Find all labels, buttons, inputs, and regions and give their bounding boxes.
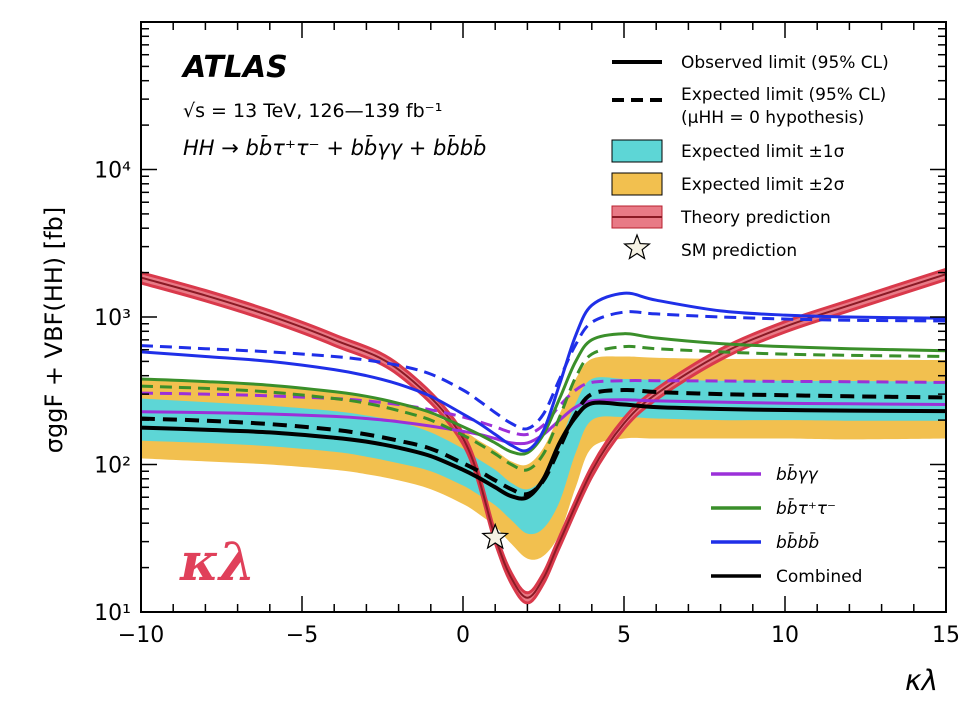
legend-bbbb-label: bb̄bb̄	[776, 531, 819, 553]
y-tick-label: 10¹	[94, 601, 131, 626]
legend-bbtautau-label: bb̄τ⁺τ⁻	[776, 497, 836, 519]
series-line-2	[141, 398, 946, 446]
legend-sm-star-icon	[622, 233, 652, 260]
series-line-6	[141, 291, 946, 453]
series-line-0	[141, 400, 946, 501]
x-tick-label: 0	[456, 623, 470, 648]
series-line-1	[141, 387, 946, 497]
legend-top: Observed limit (95% CL) Expected limit (…	[611, 53, 889, 261]
x-axis-title: κλ	[905, 664, 938, 697]
sm-star	[481, 522, 510, 550]
kappa-lambda-big-label: κλ	[179, 532, 255, 593]
axis-ticks	[140, 22, 947, 613]
theory-band	[141, 267, 946, 605]
y-axis-title: σggF + VBF(HH) [fb]	[40, 207, 68, 453]
axis-tick-labels: −10 −5 0 5 10 15 10¹ 10² 10³ 10⁴	[94, 159, 960, 649]
series-line-3	[141, 379, 946, 437]
y-tick-label: 10³	[94, 306, 131, 331]
series-line-4	[141, 332, 946, 456]
series-line-7	[141, 310, 946, 431]
atlas-label: ATLAS	[181, 50, 288, 85]
legend-2sigma-swatch	[611, 172, 663, 196]
series-line-5	[141, 344, 946, 472]
legend-observed-label: Observed limit (95% CL)	[681, 53, 889, 73]
legend-1sigma-label: Expected limit ±1σ	[681, 142, 845, 162]
sm-prediction-star	[481, 522, 510, 550]
legend-bbyy-label: bb̄γγ	[776, 463, 819, 485]
limit-lines	[141, 291, 946, 501]
legend-sm-label: SM prediction	[681, 241, 797, 261]
legend-expected-hypothesis: (μHH = 0 hypothesis)	[681, 108, 864, 128]
x-tick-label: −5	[286, 623, 318, 648]
legend-theory-label: Theory prediction	[680, 208, 831, 228]
channels-label: HH → bb̄τ⁺τ⁻ + bb̄γγ + bb̄bb̄	[183, 135, 486, 160]
y-tick-label: 10⁴	[94, 159, 131, 184]
x-tick-label: 10	[771, 623, 799, 648]
legend-2sigma-label: Expected limit ±2σ	[681, 175, 845, 195]
y-tick-label: 10²	[94, 454, 131, 479]
energy-lumi-label: √s = 13 TeV, 126—139 fb⁻¹	[183, 100, 442, 122]
x-tick-label: −10	[118, 623, 164, 648]
x-tick-label: 15	[932, 623, 960, 648]
legend-combined-label: Combined	[776, 567, 862, 587]
legend-1sigma-swatch	[611, 139, 663, 163]
expected-bands	[141, 356, 946, 560]
legend-bottom: bb̄γγ bb̄τ⁺τ⁻ bb̄bb̄ Combined	[711, 463, 862, 587]
x-tick-label: 5	[617, 623, 631, 648]
legend-expected-label: Expected limit (95% CL)	[681, 85, 886, 105]
